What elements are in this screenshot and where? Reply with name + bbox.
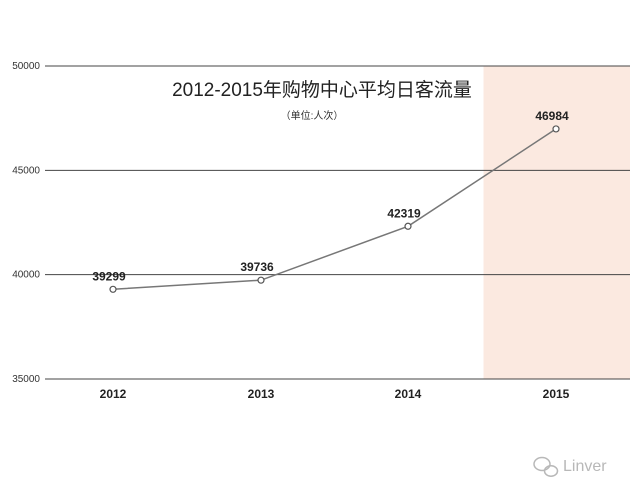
chart-title: 2012-2015年购物中心平均日客流量 bbox=[172, 79, 472, 101]
data-point bbox=[257, 276, 265, 284]
y-tick-label: 35000 bbox=[12, 374, 40, 385]
data-label: 39299 bbox=[92, 269, 126, 283]
series-line bbox=[112, 128, 557, 291]
data-label: 46984 bbox=[535, 109, 569, 123]
y-tick-label: 40000 bbox=[12, 270, 40, 281]
chart-subtitle: （单位:人次） bbox=[281, 109, 344, 122]
x-tick-label: 2014 bbox=[395, 387, 422, 401]
data-point bbox=[109, 285, 117, 293]
watermark: Linver bbox=[533, 456, 607, 477]
x-tick-label: 2013 bbox=[248, 387, 275, 401]
wechat-logo-icon bbox=[533, 456, 559, 477]
data-point bbox=[552, 125, 560, 133]
highlight-band-2015 bbox=[483, 66, 630, 379]
data-label: 42319 bbox=[387, 206, 421, 220]
x-tick-label: 2012 bbox=[100, 387, 127, 401]
watermark-text: Linver bbox=[563, 458, 607, 475]
data-point bbox=[404, 222, 412, 230]
y-tick-label: 50000 bbox=[12, 61, 40, 72]
y-tick-label: 45000 bbox=[12, 165, 40, 176]
data-label: 39736 bbox=[240, 260, 274, 274]
x-tick-label: 2015 bbox=[543, 387, 570, 401]
